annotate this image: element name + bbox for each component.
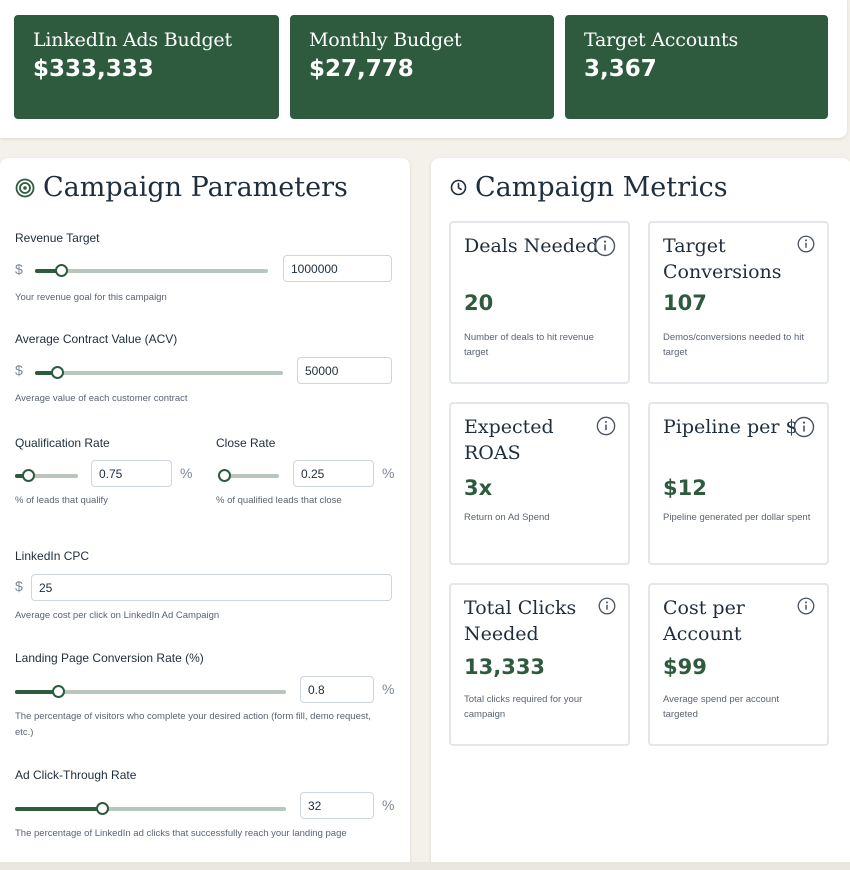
metric-description: Total clicks required for your campaign <box>464 694 583 720</box>
stat-value: $27,778 <box>309 56 414 82</box>
percent-symbol: % <box>382 797 395 813</box>
stat-value: $333,333 <box>33 56 154 82</box>
close-rate-help: % of qualified leads that close <box>216 495 342 506</box>
metric-value: 20 <box>464 291 494 315</box>
acv-slider[interactable] <box>35 366 283 380</box>
slider-thumb[interactable] <box>218 469 232 482</box>
close-rate-input[interactable]: 0.25 <box>293 460 374 487</box>
slider-thumb[interactable] <box>21 469 35 482</box>
info-icon[interactable] <box>797 235 815 258</box>
metric-card-expected-roas: Expected ROAS 3x Return on Ad Spend <box>449 402 630 565</box>
stat-value: 3,367 <box>584 56 657 82</box>
lp-conversion-input[interactable]: 0.8 <box>300 676 374 703</box>
metric-card-cost-per-account: Cost per Account $99 Average spend per a… <box>648 583 829 746</box>
metric-description: Number of deals to hit revenue target <box>464 332 594 358</box>
metric-value: $99 <box>663 655 707 679</box>
close-rate-slider[interactable] <box>218 469 279 483</box>
percent-symbol: % <box>382 681 395 697</box>
metric-title: Target Conversions <box>663 235 782 283</box>
metric-title: Cost per Account <box>663 597 745 645</box>
info-icon[interactable] <box>594 235 616 262</box>
qualification-rate-input[interactable]: 0.75 <box>91 460 172 487</box>
metric-value: $12 <box>663 476 707 500</box>
metric-description: Average spend per account targeted <box>663 694 780 720</box>
stat-card-linkedin-budget: LinkedIn Ads Budget $333,333 <box>14 15 279 119</box>
panel-title-text: Campaign Parameters <box>43 172 348 203</box>
stat-card-target-accounts: Target Accounts 3,367 <box>565 15 828 119</box>
close-rate-label: Close Rate <box>216 436 276 450</box>
campaign-metrics-panel: Campaign Metrics Deals Needed 20 Number … <box>431 158 850 870</box>
acv-input[interactable]: 50000 <box>297 357 392 384</box>
info-icon[interactable] <box>598 597 616 620</box>
acv-help: Average value of each customer contract <box>15 393 188 404</box>
ctr-help: The percentage of LinkedIn ad clicks tha… <box>15 828 347 839</box>
stat-title: Monthly Budget <box>309 29 462 51</box>
lp-conversion-label: Landing Page Conversion Rate (%) <box>15 651 204 665</box>
qualification-rate-slider[interactable] <box>15 469 78 483</box>
currency-symbol: $ <box>15 261 23 277</box>
metric-title: Pipeline per $ <box>663 416 798 438</box>
lp-conversion-help: The percentage of visitors who complete … <box>15 711 371 738</box>
stat-title: Target Accounts <box>584 29 738 51</box>
metric-title: Expected ROAS <box>464 416 554 464</box>
revenue-target-slider[interactable] <box>35 264 268 278</box>
currency-symbol: $ <box>15 362 23 378</box>
ctr-slider[interactable] <box>15 802 286 816</box>
metric-card-total-clicks-needed: Total Clicks Needed 13,333 Total clicks … <box>449 583 630 746</box>
stat-title: LinkedIn Ads Budget <box>33 29 232 51</box>
slider-thumb[interactable] <box>95 802 109 815</box>
info-icon[interactable] <box>797 597 815 620</box>
metric-card-target-conversions: Target Conversions 107 Demos/conversions… <box>648 221 829 384</box>
slider-thumb[interactable] <box>52 685 66 698</box>
metric-value: 107 <box>663 291 707 315</box>
page-bottom-edge <box>0 862 850 870</box>
metric-title: Total Clicks Needed <box>464 597 577 645</box>
target-icon <box>15 178 35 198</box>
metric-title: Deals Needed <box>464 235 599 257</box>
qualification-rate-help: % of leads that qualify <box>15 495 108 506</box>
qualification-rate-label: Qualification Rate <box>15 436 110 450</box>
cpc-help: Average cost per click on LinkedIn Ad Ca… <box>15 610 220 621</box>
percent-symbol: % <box>382 465 395 481</box>
metric-description: Demos/conversions needed to hit target <box>663 332 804 358</box>
acv-label: Average Contract Value (ACV) <box>15 332 178 346</box>
metric-card-pipeline-per-dollar: Pipeline per $ $12 Pipeline generated pe… <box>648 402 829 565</box>
revenue-target-input[interactable]: 1000000 <box>283 255 392 282</box>
slider-thumb[interactable] <box>51 366 65 379</box>
slider-thumb[interactable] <box>54 264 68 277</box>
metric-value: 13,333 <box>464 655 546 679</box>
revenue-target-label: Revenue Target <box>15 231 100 245</box>
info-icon[interactable] <box>596 416 616 441</box>
stat-card-monthly-budget: Monthly Budget $27,778 <box>290 15 554 119</box>
campaign-parameters-panel: Campaign Parameters Revenue Target $ 100… <box>0 158 410 870</box>
lp-conversion-slider[interactable] <box>15 685 286 699</box>
ctr-input[interactable]: 32 <box>300 792 374 819</box>
metric-description: Return on Ad Spend <box>464 512 550 523</box>
metric-description: Pipeline generated per dollar spent <box>663 512 811 523</box>
panel-title-text: Campaign Metrics <box>475 172 728 203</box>
percent-symbol: % <box>180 465 193 481</box>
currency-symbol: $ <box>15 578 23 594</box>
clock-icon <box>450 179 467 196</box>
panel-title: Campaign Parameters <box>15 172 348 203</box>
metric-card-deals-needed: Deals Needed 20 Number of deals to hit r… <box>449 221 630 384</box>
cpc-label: LinkedIn CPC <box>15 549 90 563</box>
ctr-label: Ad Click-Through Rate <box>15 768 137 782</box>
info-icon[interactable] <box>793 416 815 443</box>
revenue-target-help: Your revenue goal for this campaign <box>15 292 167 303</box>
metric-value: 3x <box>464 476 493 500</box>
panel-title: Campaign Metrics <box>450 172 728 203</box>
summary-panel: LinkedIn Ads Budget $333,333 Monthly Bud… <box>0 0 847 138</box>
cpc-input[interactable]: 25 <box>31 574 392 601</box>
